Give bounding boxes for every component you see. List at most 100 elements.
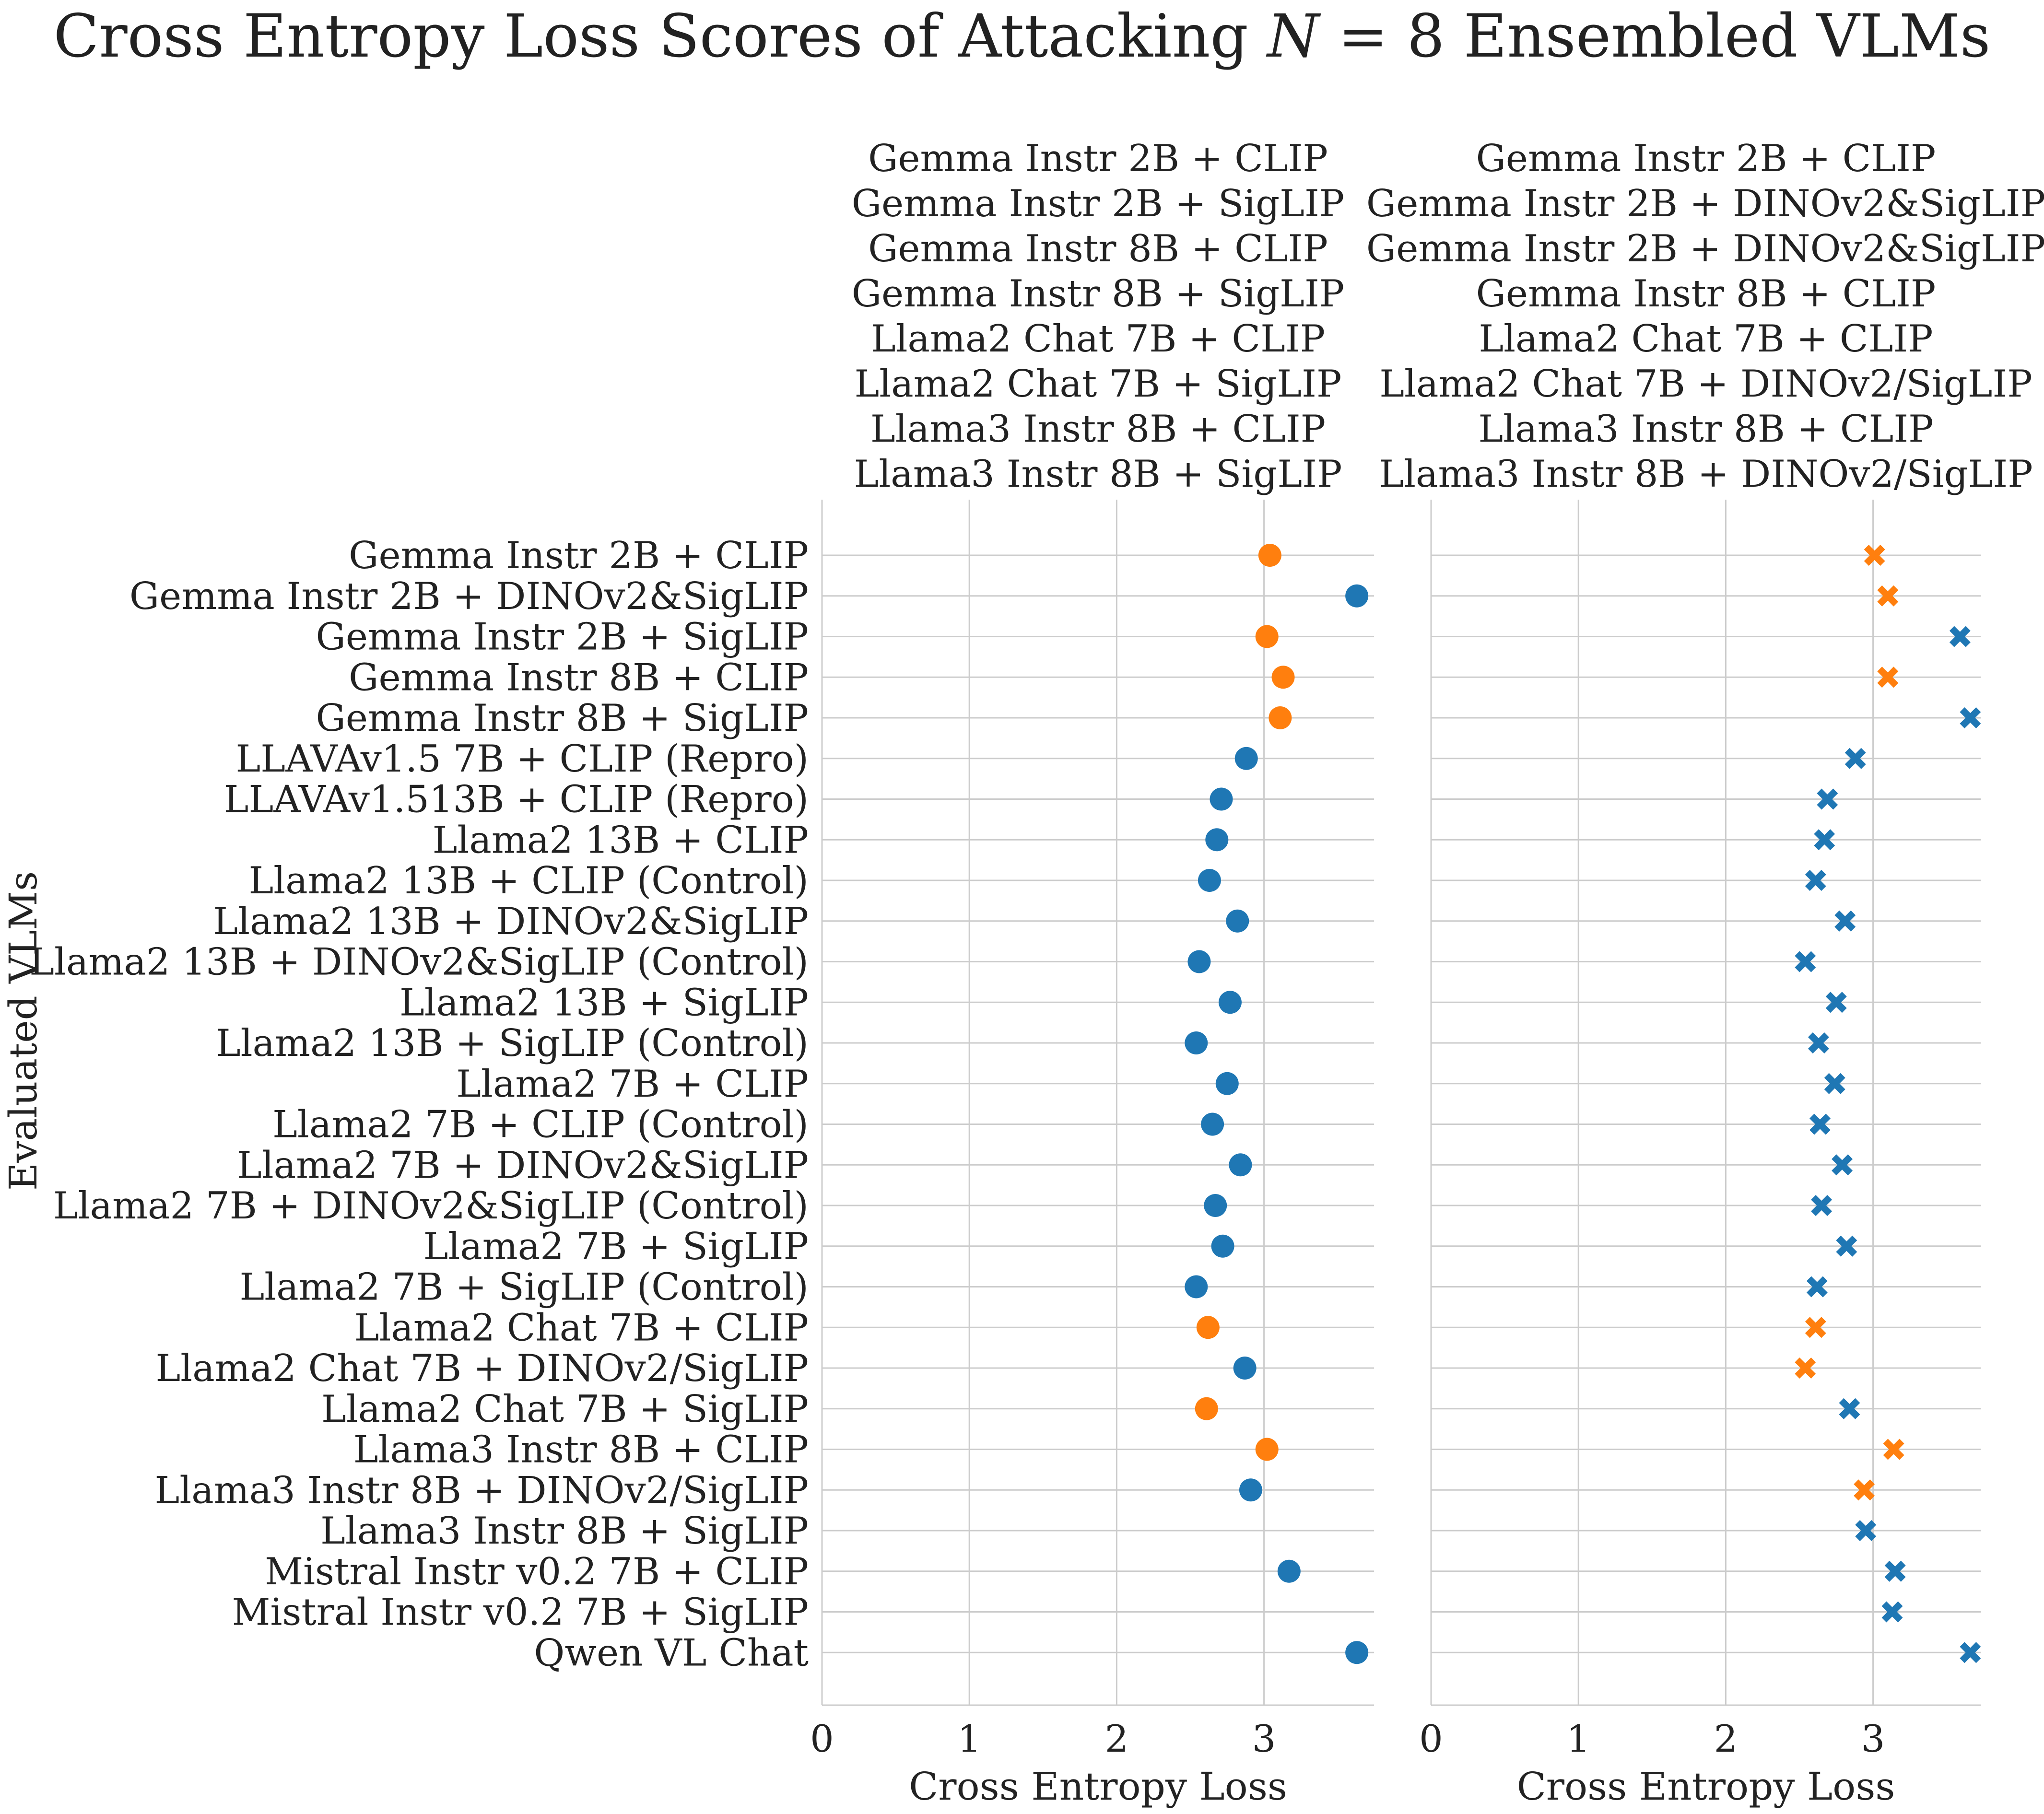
x-tick-label: 1 bbox=[1566, 1718, 1590, 1761]
data-point bbox=[1255, 625, 1279, 648]
data-point bbox=[1960, 1642, 1981, 1663]
data-point bbox=[1854, 1479, 1875, 1501]
x-tick-label: 0 bbox=[810, 1718, 834, 1761]
data-point bbox=[1210, 787, 1233, 811]
panel-title-line: Llama3 Instr 8B + CLIP bbox=[1478, 408, 1933, 451]
y-tick-label: Llama2 Chat 7B + SigLIP bbox=[321, 1388, 809, 1431]
data-point bbox=[1805, 870, 1826, 891]
data-point bbox=[1233, 1357, 1257, 1380]
y-tick-label: Gemma Instr 2B + DINOv2&SigLIP bbox=[129, 575, 809, 618]
x-tick-label: 2 bbox=[1714, 1718, 1738, 1761]
data-point bbox=[1271, 666, 1295, 689]
data-point bbox=[1960, 707, 1981, 728]
data-point bbox=[1795, 951, 1816, 972]
panel-title-line: Gemma Instr 8B + SigLIP bbox=[852, 272, 1344, 316]
data-point bbox=[1196, 1316, 1220, 1339]
data-point bbox=[1808, 1032, 1829, 1053]
data-point bbox=[1795, 1358, 1816, 1379]
data-point bbox=[1864, 545, 1885, 566]
data-point bbox=[1811, 1195, 1833, 1216]
y-tick-label: Llama2 7B + DINOv2&SigLIP (Control) bbox=[53, 1184, 809, 1228]
data-point bbox=[1883, 1439, 1904, 1460]
y-tick-label: Mistral Instr v0.2 7B + SigLIP bbox=[232, 1591, 809, 1634]
data-point bbox=[1277, 1559, 1301, 1583]
x-tick-label: 2 bbox=[1105, 1718, 1129, 1761]
y-tick-label: Llama2 13B + SigLIP bbox=[399, 981, 809, 1024]
y-tick-label: Gemma Instr 8B + CLIP bbox=[349, 656, 809, 699]
y-tick-label: LLAVAv1.5 7B + CLIP (Repro) bbox=[235, 737, 809, 781]
data-point bbox=[1204, 1194, 1227, 1217]
y-tick-label: Gemma Instr 8B + SigLIP bbox=[316, 697, 809, 740]
data-point bbox=[1817, 788, 1838, 810]
panel-title-line: Gemma Instr 8B + CLIP bbox=[868, 227, 1328, 270]
data-point bbox=[1877, 667, 1899, 688]
panel-title-line: Gemma Instr 2B + SigLIP bbox=[852, 182, 1344, 225]
data-point bbox=[1258, 544, 1281, 567]
x-tick-label: 3 bbox=[1252, 1718, 1276, 1761]
panel-title-line: Gemma Instr 2B + CLIP bbox=[868, 137, 1328, 180]
panel-title-line: Llama3 Instr 8B + CLIP bbox=[870, 408, 1326, 451]
data-point bbox=[1239, 1478, 1262, 1502]
data-point bbox=[1205, 828, 1229, 852]
data-point bbox=[1345, 584, 1369, 608]
data-point bbox=[1805, 1317, 1826, 1338]
data-point bbox=[1814, 829, 1835, 851]
data-point bbox=[1844, 748, 1866, 769]
data-point bbox=[1949, 626, 1971, 647]
data-point bbox=[1255, 1438, 1279, 1461]
y-tick-label: Gemma Instr 2B + CLIP bbox=[349, 534, 809, 577]
y-tick-label: Llama3 Instr 8B + DINOv2/SigLIP bbox=[155, 1469, 809, 1512]
panel-title-line: Llama3 Instr 8B + SigLIP bbox=[854, 453, 1342, 496]
data-point bbox=[1195, 1397, 1218, 1420]
panel-title-line: Gemma Instr 2B + DINOv2&SigLIP bbox=[1366, 227, 2044, 270]
y-axis-label: Evaluated VLMs bbox=[1, 871, 46, 1191]
data-point bbox=[1836, 1235, 1857, 1257]
data-point bbox=[1185, 1031, 1208, 1054]
panel-title-line: Llama2 Chat 7B + SigLIP bbox=[855, 363, 1342, 406]
y-tick-label: Llama2 Chat 7B + CLIP bbox=[354, 1306, 809, 1349]
data-point bbox=[1226, 909, 1249, 933]
data-point bbox=[1881, 1601, 1903, 1623]
data-point bbox=[1201, 1112, 1224, 1136]
panel-title-line: Llama3 Instr 8B + DINOv2/SigLIP bbox=[1379, 453, 2032, 496]
panel-title-line: Gemma Instr 2B + DINOv2&SigLIP bbox=[1366, 182, 2044, 225]
y-tick-label: Llama2 13B + SigLIP (Control) bbox=[216, 1022, 809, 1065]
data-point bbox=[1187, 950, 1211, 973]
y-tick-label: Llama2 13B + CLIP bbox=[433, 819, 809, 862]
data-point bbox=[1229, 1153, 1252, 1177]
y-tick-label: Llama3 Instr 8B + SigLIP bbox=[320, 1510, 809, 1553]
y-tick-label: Llama2 7B + CLIP bbox=[456, 1063, 809, 1106]
data-point bbox=[1234, 747, 1258, 770]
data-point bbox=[1824, 1073, 1845, 1094]
data-point bbox=[1877, 585, 1899, 607]
data-point bbox=[1218, 991, 1242, 1014]
panel-title-line: Gemma Instr 8B + CLIP bbox=[1476, 272, 1936, 316]
data-point bbox=[1825, 992, 1847, 1013]
chart-title: Cross Entropy Loss Scores of Attacking N… bbox=[54, 2, 1991, 71]
y-tick-label: Llama2 7B + SigLIP bbox=[423, 1225, 809, 1268]
y-tick-label: Llama3 Instr 8B + CLIP bbox=[353, 1428, 809, 1472]
y-tick-label: Gemma Instr 2B + SigLIP bbox=[316, 616, 809, 659]
data-point bbox=[1215, 1072, 1239, 1095]
x-tick-label: 3 bbox=[1861, 1718, 1885, 1761]
data-point bbox=[1834, 910, 1856, 932]
y-tick-label: Llama2 13B + DINOv2&SigLIP (Control) bbox=[29, 941, 809, 984]
data-point bbox=[1345, 1641, 1369, 1664]
y-tick-label: Mistral Instr v0.2 7B + CLIP bbox=[265, 1550, 809, 1593]
data-point bbox=[1198, 869, 1221, 892]
data-point bbox=[1839, 1398, 1860, 1419]
y-tick-label: LLAVAv1.513B + CLIP (Repro) bbox=[224, 778, 809, 821]
data-point bbox=[1211, 1234, 1234, 1258]
x-tick-label: 0 bbox=[1419, 1718, 1443, 1761]
panel-title-line: Llama2 Chat 7B + DINOv2/SigLIP bbox=[1379, 363, 2032, 406]
panel-title-line: Gemma Instr 2B + CLIP bbox=[1476, 137, 1936, 180]
y-tick-label: Llama2 7B + CLIP (Control) bbox=[272, 1103, 809, 1147]
data-point bbox=[1855, 1520, 1877, 1541]
y-tick-label: Llama2 13B + CLIP (Control) bbox=[249, 859, 809, 902]
x-axis-label: Cross Entropy Loss bbox=[909, 1764, 1287, 1809]
data-point bbox=[1269, 706, 1292, 729]
panel-title-line: Llama2 Chat 7B + CLIP bbox=[871, 317, 1325, 361]
